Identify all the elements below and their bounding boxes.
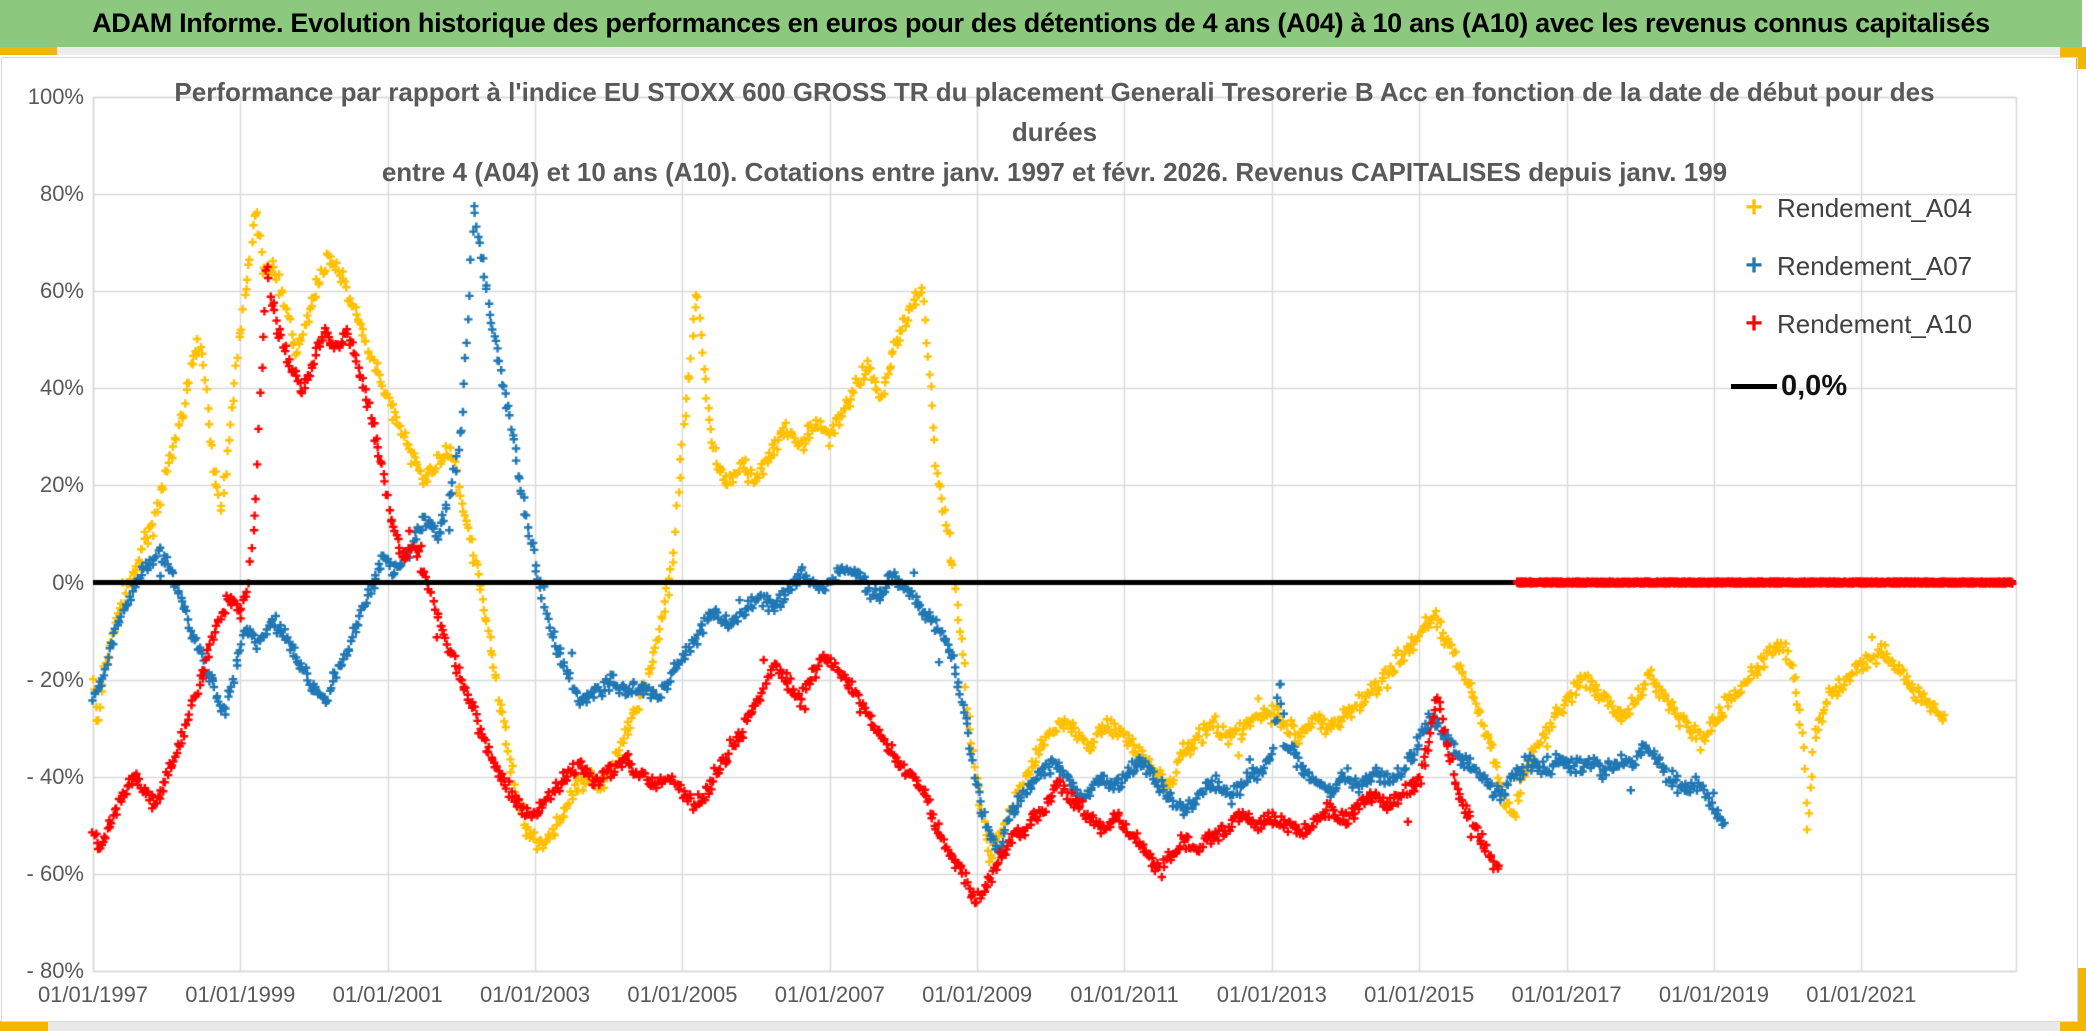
y-tick-label: 40%	[39, 375, 84, 401]
x-tick-label: 01/01/2021	[1806, 982, 1917, 1007]
x-tick-label: 01/01/2013	[1216, 982, 1327, 1007]
y-tick-label: 0%	[52, 569, 84, 595]
y-tick-label: - 80%	[26, 958, 84, 983]
legend-label: 0,0%	[1781, 369, 1848, 402]
y-tick-label: - 20%	[26, 666, 84, 692]
legend-label: Rendement_A04	[1777, 192, 1973, 223]
legend-item-rendement-a07[interactable]: + Rendement_A07	[1737, 246, 1972, 286]
y-tick-label: 100%	[27, 84, 84, 109]
x-tick-label: 01/01/2009	[922, 982, 1033, 1007]
x-tick-label: 01/01/2011	[1070, 982, 1179, 1007]
y-tick-label: 80%	[39, 181, 84, 207]
x-tick-label: 01/01/2003	[480, 982, 591, 1007]
legend-label: Rendement_A07	[1777, 250, 1973, 281]
x-tick-label: 01/01/2019	[1658, 982, 1769, 1007]
chart-title-line-3: entre 4 (A04) et 10 ans (A10). Cotations…	[381, 157, 1728, 187]
plus-marker-icon: +	[1745, 249, 1763, 282]
legend-item-rendement-a10[interactable]: + Rendement_A10	[1737, 304, 1972, 344]
y-tick-label: - 60%	[26, 860, 84, 886]
plus-marker-icon: +	[1745, 307, 1763, 340]
x-tick-label: 01/01/1997	[37, 982, 149, 1007]
x-tick-label: 01/01/1999	[185, 982, 296, 1007]
x-tick-label: 01/01/2015	[1364, 982, 1475, 1007]
x-tick-label: 01/01/2007	[774, 982, 885, 1007]
line-swatch-icon	[1731, 383, 1777, 389]
plus-marker-icon: +	[1745, 191, 1763, 224]
legend-label: Rendement_A10	[1777, 308, 1973, 339]
y-tick-label: 20%	[39, 472, 84, 498]
y-tick-label: 60%	[39, 278, 84, 304]
legend-item-zero-line[interactable]: 0,0%	[1731, 366, 1848, 406]
x-tick-label: 01/01/2005	[627, 982, 738, 1007]
chart-title-line-2: durées	[1011, 117, 1098, 147]
x-tick-label: 01/01/2001	[332, 982, 443, 1007]
chart-title: Performance par rapport à l'indice EU ST…	[93, 72, 2016, 192]
legend-item-rendement-a04[interactable]: + Rendement_A04	[1737, 188, 1972, 228]
y-tick-label: - 40%	[26, 763, 84, 789]
x-tick-label: 01/01/2017	[1511, 982, 1622, 1007]
chart-title-line-1: Performance par rapport à l'indice EU ST…	[174, 77, 1935, 107]
